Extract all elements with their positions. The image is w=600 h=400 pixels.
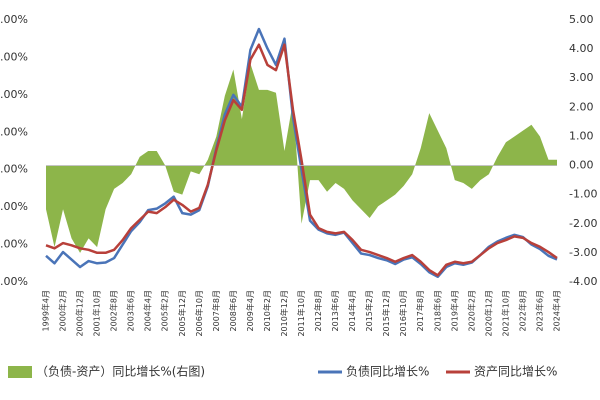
x-tick-label: 2004年4月 (143, 290, 153, 331)
x-tick-label: 2003年6月 (126, 290, 136, 331)
y-tick-label: 25.00% (0, 88, 28, 101)
y2-tick-label: -3.00 (569, 246, 597, 259)
legend-label: 负债同比增长% (346, 365, 429, 379)
legend-swatch (8, 366, 32, 378)
x-tick-label: 2024年4月 (552, 290, 562, 331)
x-tick-label: 2011年10月 (296, 290, 306, 337)
line (45, 43, 558, 277)
y-tick-label: 5.00% (0, 238, 28, 251)
x-tick-label: 2005年12月 (177, 290, 187, 337)
x-tick-label: 2021年10月 (500, 290, 510, 337)
x-tick-label: 2019年4月 (449, 290, 459, 331)
y2-tick-label: 5.00 (569, 13, 594, 26)
x-tick-label: 2012年8月 (313, 290, 323, 331)
x-tick-label: 2010年12月 (279, 290, 289, 337)
x-tick-label: 2015年12月 (381, 290, 391, 337)
y-tick-label: 10.00% (0, 200, 28, 213)
y2-tick-label: 1.00 (569, 129, 594, 142)
x-tick-label: 2020年2月 (466, 290, 476, 331)
legend-label: （负债-资产）同比增长%(右图) (36, 364, 205, 379)
area (46, 63, 557, 253)
x-tick-label: 2009年4月 (245, 290, 255, 331)
x-tick-label: 2001年10月 (92, 290, 102, 337)
x-tick-label: 2014年4月 (347, 290, 357, 331)
x-tick-label: 2007年8月 (211, 290, 221, 331)
x-tick-label: 2005年2月 (160, 290, 170, 331)
x-tick-label: 2000年12月 (75, 290, 85, 337)
x-tick-label: 2010年2月 (262, 290, 272, 331)
x-tick-label: 2018年6月 (432, 290, 442, 331)
x-tick-label: 2022年8月 (517, 290, 527, 331)
x-tick-label: 2020年12月 (483, 290, 493, 337)
x-tick-label: 2013年6月 (330, 290, 340, 331)
x-tick-label: 2000年2月 (58, 290, 68, 331)
y2-tick-label: 4.00 (569, 42, 594, 55)
y2-tick-label: 2.00 (569, 100, 594, 113)
x-tick-label: 2006年10月 (194, 290, 204, 337)
y-tick-label: 0.00% (0, 275, 28, 288)
y2-tick-label: -2.00 (569, 217, 597, 230)
y2-tick-label: -1.00 (569, 188, 597, 201)
x-tick-label: 2017年8月 (415, 290, 425, 331)
x-tick-label: 2016年10月 (398, 290, 408, 337)
x-tick-label: 2008年6月 (228, 290, 238, 331)
y2-tick-label: 0.00 (569, 159, 594, 172)
y2-tick-label: 3.00 (569, 71, 594, 84)
y-tick-label: 30.00% (0, 50, 28, 63)
legend-label: 资产同比增长% (474, 365, 557, 379)
x-tick-label: 1999年4月 (41, 290, 51, 331)
y2-tick-label: -4.00 (569, 275, 597, 288)
x-tick-label: 2015年2月 (364, 290, 374, 331)
x-tick-label: 2002年8月 (109, 290, 119, 331)
y-tick-label: 35.00% (0, 13, 28, 26)
y-tick-label: 20.00% (0, 125, 28, 138)
y-tick-label: 15.00% (0, 163, 28, 176)
x-tick-label: 2023年6月 (534, 290, 544, 331)
